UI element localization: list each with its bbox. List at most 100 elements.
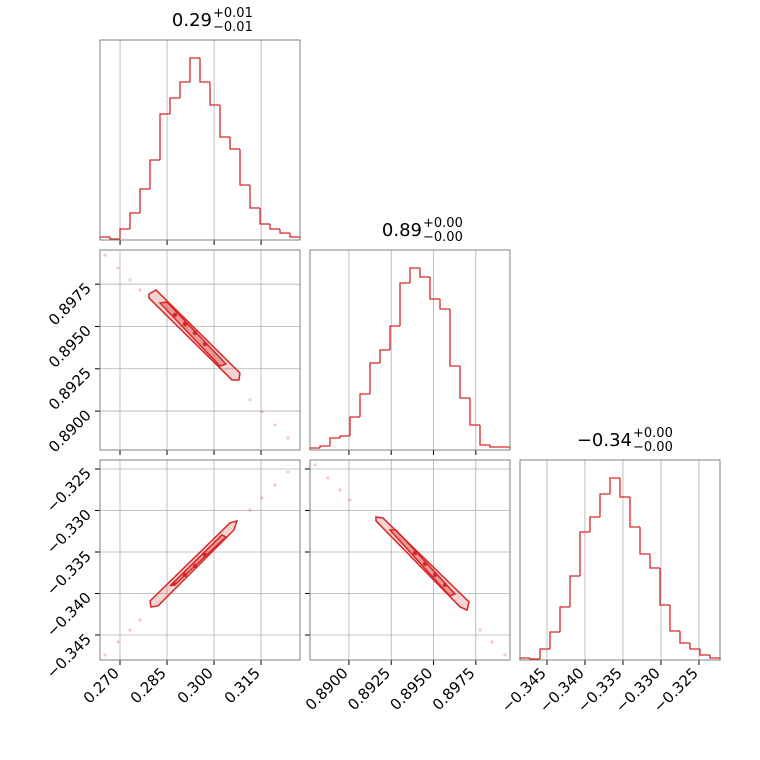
histogram-step xyxy=(399,282,410,326)
sample-point xyxy=(248,398,252,402)
histogram-step xyxy=(649,554,660,569)
panel-frame xyxy=(99,459,301,661)
sample-point xyxy=(138,618,142,622)
sample-point xyxy=(490,640,494,644)
histogram-step xyxy=(589,516,600,532)
histogram-step xyxy=(529,658,540,660)
sample-point xyxy=(116,266,120,270)
dense-point xyxy=(172,312,178,318)
histogram-step xyxy=(659,568,670,606)
title-plus: +0.00 xyxy=(633,426,673,441)
histogram-step xyxy=(199,58,210,83)
sample-point xyxy=(128,278,132,282)
histogram-step xyxy=(279,229,290,234)
title-minus: −0.00 xyxy=(633,440,673,455)
x-tick-label: 0.285 xyxy=(127,664,170,707)
dense-point xyxy=(171,581,177,587)
x-tick-label: 0.8900 xyxy=(302,664,352,714)
histogram-step xyxy=(599,493,610,517)
histogram-step xyxy=(559,606,570,632)
histogram-step xyxy=(219,105,230,138)
histogram-step xyxy=(439,299,450,310)
histogram-step xyxy=(549,631,560,649)
histogram-step xyxy=(289,233,301,240)
sample-point xyxy=(286,436,290,440)
sample-point xyxy=(116,640,120,644)
contour-inner xyxy=(158,301,228,367)
title-value: 0.29 xyxy=(172,10,212,31)
histogram-step xyxy=(579,531,590,576)
dense-point xyxy=(182,321,188,327)
histogram-step xyxy=(359,393,370,417)
panel-frame xyxy=(519,459,721,661)
histogram-step xyxy=(259,208,270,225)
dense-point xyxy=(202,341,208,347)
histogram-step xyxy=(249,185,260,209)
x-tick-label: 0.8925 xyxy=(344,664,394,714)
histogram-step xyxy=(689,643,700,650)
x-tick-label: 0.8975 xyxy=(429,664,479,714)
sample-point xyxy=(503,653,507,657)
histogram-step xyxy=(329,437,340,446)
y-tick-label: −0.340 xyxy=(43,589,95,641)
title-plus: +0.00 xyxy=(423,216,463,231)
histogram-step xyxy=(109,237,120,240)
y-tick-label: 0.8975 xyxy=(45,279,95,329)
y-tick-label: 0.8925 xyxy=(45,364,95,414)
histogram-step xyxy=(619,478,630,498)
histogram-step xyxy=(389,325,400,350)
histogram-step xyxy=(449,309,460,367)
histogram-step xyxy=(639,527,650,555)
panel-frame xyxy=(309,459,511,661)
x-tick-label: 0.315 xyxy=(221,664,264,707)
dense-point xyxy=(442,582,448,588)
histogram-step xyxy=(539,648,550,659)
histogram-step xyxy=(129,212,140,229)
sample-point xyxy=(128,628,132,632)
title-value: −0.34 xyxy=(577,430,632,451)
sample-point xyxy=(478,628,482,632)
histogram-step xyxy=(699,649,710,656)
histogram-step xyxy=(409,267,420,283)
y-tick-label: −0.325 xyxy=(43,464,95,516)
histogram-step xyxy=(209,82,220,106)
sample-point xyxy=(260,496,264,500)
contour-inner xyxy=(169,534,228,587)
title-minus: −0.00 xyxy=(423,230,463,245)
panel-frame xyxy=(99,39,301,241)
histogram-step xyxy=(139,188,150,213)
title-minus: −0.01 xyxy=(213,20,253,35)
histogram-step xyxy=(369,362,380,394)
sample-point xyxy=(348,498,352,502)
histogram-step xyxy=(569,575,580,607)
sample-point xyxy=(260,410,264,414)
histogram-step xyxy=(479,425,490,446)
y-tick-label: −0.335 xyxy=(43,547,95,599)
histogram-step xyxy=(269,224,280,230)
sample-point xyxy=(313,463,317,467)
sample-point xyxy=(273,423,277,427)
dense-point xyxy=(192,330,198,336)
title-value: 0.89 xyxy=(382,220,422,241)
sample-point xyxy=(326,476,330,480)
histogram-step xyxy=(419,268,430,278)
sample-point xyxy=(338,488,342,492)
title-plus: +0.01 xyxy=(213,6,253,21)
sample-point xyxy=(248,508,252,512)
histogram-step xyxy=(609,477,620,494)
x-tick-label: 0.270 xyxy=(80,664,123,707)
x-tick-label: 0.300 xyxy=(174,664,217,707)
histogram-step xyxy=(189,57,200,82)
histogram-step xyxy=(679,631,690,644)
y-tick-label: −0.330 xyxy=(43,506,95,558)
histogram-step xyxy=(709,655,721,660)
histogram-step xyxy=(119,228,130,239)
dense-point xyxy=(422,561,428,567)
sample-point xyxy=(286,470,290,474)
panel-frame xyxy=(309,249,511,451)
dense-point xyxy=(432,572,438,578)
histogram-step xyxy=(319,445,330,448)
dense-point xyxy=(412,550,418,556)
histogram-step xyxy=(459,366,470,399)
